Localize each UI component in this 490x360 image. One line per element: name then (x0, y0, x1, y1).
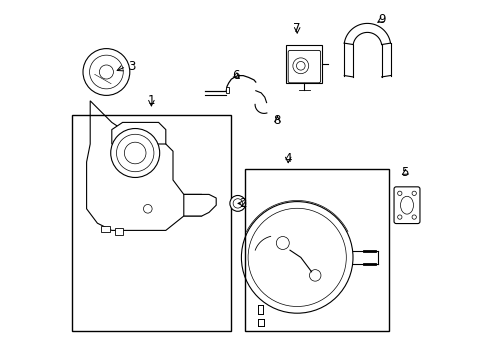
Text: 4: 4 (285, 152, 292, 165)
Polygon shape (226, 87, 229, 93)
Text: 2: 2 (240, 197, 247, 210)
Polygon shape (112, 122, 166, 144)
Text: 8: 8 (274, 114, 281, 127)
FancyBboxPatch shape (288, 50, 320, 83)
Text: 5: 5 (401, 166, 409, 179)
Circle shape (242, 202, 353, 313)
Bar (116, 228, 122, 235)
Circle shape (230, 195, 245, 211)
Text: 7: 7 (294, 22, 301, 35)
Polygon shape (184, 194, 216, 216)
Text: 1: 1 (147, 94, 155, 107)
Bar (101, 226, 110, 232)
Text: 9: 9 (378, 13, 386, 26)
Circle shape (111, 129, 160, 177)
Bar (286, 45, 322, 83)
FancyBboxPatch shape (394, 187, 420, 224)
Bar (72, 115, 231, 331)
Text: 6: 6 (232, 69, 240, 82)
Text: 3: 3 (128, 60, 135, 73)
Circle shape (83, 49, 130, 95)
Polygon shape (87, 101, 202, 230)
Bar (245, 169, 389, 331)
